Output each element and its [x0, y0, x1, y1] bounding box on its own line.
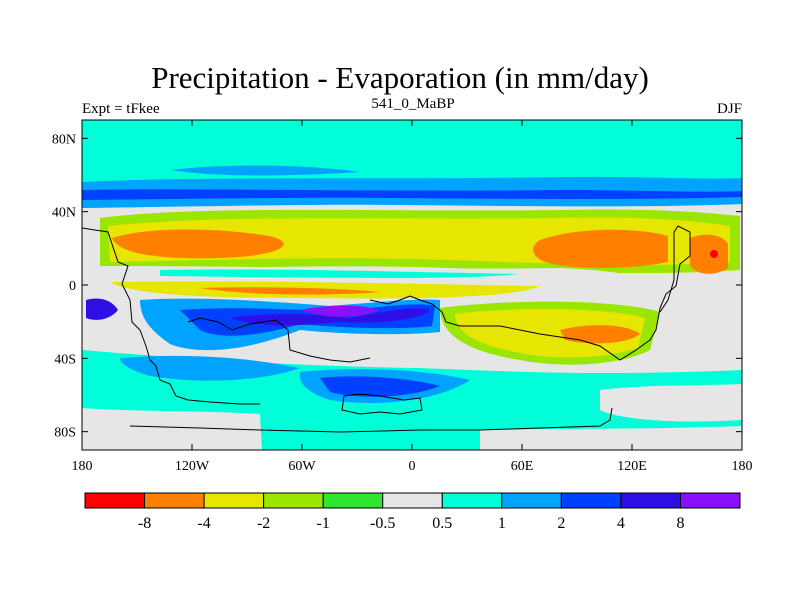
north-dry-core-far-east	[690, 234, 728, 274]
x-tick-label: 120E	[617, 459, 647, 474]
colorbar-label: 1	[498, 515, 506, 532]
x-tick-label: 60W	[288, 459, 316, 474]
y-tick-label: 80S	[54, 426, 76, 441]
arctic-zone	[82, 120, 742, 182]
antarctic-east	[480, 426, 742, 450]
south-storm-core	[320, 376, 440, 397]
colorbar-swatch	[263, 492, 324, 509]
y-tick-label: 0	[69, 279, 76, 294]
experiment-label: Expt = tFkee	[82, 101, 160, 117]
south-east-neutral	[600, 384, 742, 422]
antarctic-coast-outline	[129, 407, 613, 433]
colorbar-swatch	[679, 492, 741, 509]
latitude-axis: 80N 40N 0 40S 80S	[52, 132, 742, 441]
colorbar-swatch	[144, 492, 205, 509]
colorbar-swatch	[620, 492, 681, 509]
x-tick-label: 60E	[511, 459, 534, 474]
colorbar-swatch	[382, 492, 443, 509]
y-tick-label: 40N	[52, 206, 76, 221]
colorbar: -8 -4 -2 -1 -0.5 0.5 1 2 4 8	[84, 492, 741, 532]
precip-evap-field	[82, 120, 742, 450]
arctic-band	[170, 165, 360, 176]
colorbar-label: -4	[197, 515, 210, 532]
colorbar-swatch	[501, 492, 562, 509]
north-dry-core-west	[112, 229, 284, 259]
longitude-axis: 180 120W 60W 0 60E 120E 180	[72, 120, 753, 474]
extreme-dry-spot	[710, 250, 718, 258]
equatorial-dry-core	[200, 287, 380, 295]
colorbar-label: 4	[617, 515, 625, 532]
season-label: DJF	[716, 101, 742, 117]
time-label: 541_0_MaBP	[371, 96, 455, 112]
colorbar-swatch	[322, 492, 384, 509]
colorbar-label: 0.5	[432, 515, 452, 532]
north-dry-core-east	[533, 229, 668, 268]
chart-title: Precipitation - Evaporation (in mm/day)	[151, 60, 649, 95]
central-landmass-outline	[369, 225, 691, 361]
colorbar-label: 2	[557, 515, 565, 532]
colorbar-label: -0.5	[370, 515, 395, 532]
x-tick-label: 180	[732, 459, 753, 474]
colorbar-label: -2	[257, 515, 270, 532]
west-coast-outline	[81, 227, 260, 405]
south-dry-core	[560, 325, 640, 344]
south-landmass-outline	[187, 317, 371, 363]
south-tropical-wet-core	[230, 308, 430, 326]
itcz-wet	[160, 269, 520, 278]
colorbar-label: 8	[676, 515, 684, 532]
colorbar-label: -8	[138, 515, 151, 532]
colorbar-swatch	[203, 492, 265, 509]
south-tropical-max	[300, 305, 380, 317]
x-tick-label: 0	[409, 459, 416, 474]
antarctic-west	[82, 408, 262, 450]
colorbar-label: -1	[317, 515, 330, 532]
continent-outlines	[81, 225, 691, 433]
colorbar-swatch	[560, 492, 622, 509]
colorbar-swatch	[441, 492, 503, 509]
north-storm-track-core	[82, 189, 742, 200]
southern-island-outline	[341, 393, 423, 415]
x-tick-label: 180	[72, 459, 93, 474]
y-tick-label: 80N	[52, 132, 76, 147]
y-tick-label: 40S	[54, 352, 76, 367]
south-storm-track-west	[120, 355, 300, 381]
west-wet-patch	[86, 298, 118, 320]
colorbar-swatch	[84, 492, 146, 509]
x-tick-label: 120W	[175, 459, 210, 474]
